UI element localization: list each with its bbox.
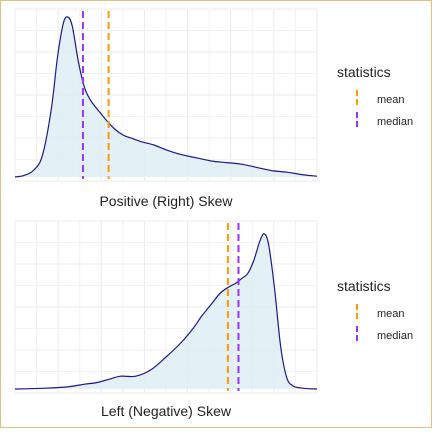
positive-skew-legend: statistics mean median [337, 64, 413, 130]
positive-skew-legend-mean-label: mean [377, 94, 405, 106]
positive-skew-legend-median-label: median [377, 116, 413, 128]
negative-skew-reference-lines [226, 223, 240, 391]
negative-skew-panel: Left (Negative) Skew statistics mean medi… [14, 220, 413, 419]
negative-skew-legend-title: statistics [337, 278, 391, 294]
negative-skew-x-axis-label: Left (Negative) Skew [101, 403, 232, 419]
positive-skew-legend-title: statistics [337, 64, 391, 80]
negative-skew-legend-mean-label: mean [377, 308, 405, 320]
negative-skew-legend: statistics mean median [337, 278, 413, 344]
positive-skew-density-area [15, 16, 317, 178]
positive-skew-legend-items: mean median [356, 90, 413, 130]
negative-skew-density-area [15, 233, 317, 389]
negative-skew-legend-items: mean median [356, 304, 413, 344]
negative-skew-density-line [14, 233, 318, 390]
positive-skew-grid [14, 8, 318, 182]
positive-skew-density-line [14, 16, 318, 178]
positive-skew-reference-lines [81, 11, 110, 179]
positive-skew-panel: Positive (Right) Skew statistics mean med… [14, 8, 413, 209]
negative-skew-legend-median-label: median [377, 330, 413, 342]
positive-skew-x-axis-label: Positive (Right) Skew [99, 193, 233, 209]
